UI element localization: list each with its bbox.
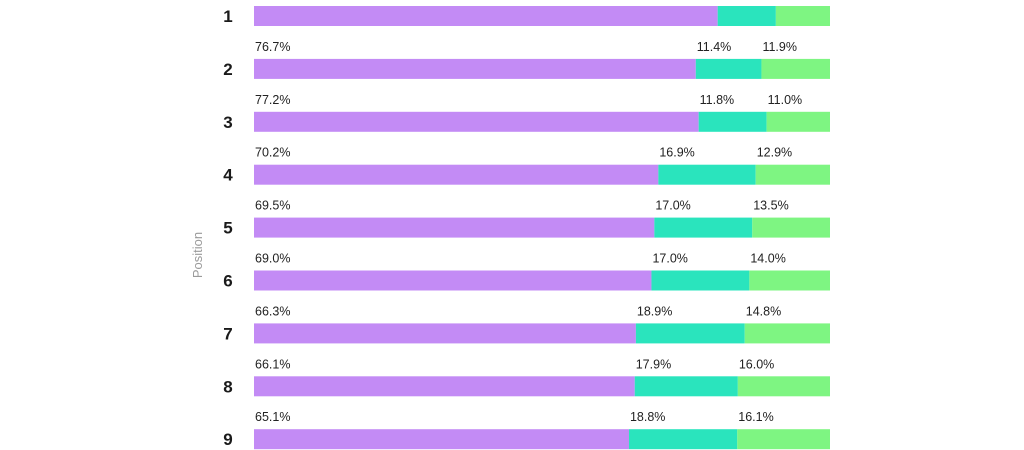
chart-rows: 1 2 76.7% 11.4% 11.9% 3 77.2% 11.8% 11.0% 4 70.2% 1… xyxy=(223,6,830,450)
chart-row-6: 6 69.0% 17.0% 14.0% xyxy=(223,252,830,291)
data-label: 69.5% xyxy=(255,199,290,213)
data-label: 69.0% xyxy=(255,252,290,266)
bar-segment-1 xyxy=(254,164,659,185)
bar-segment-1 xyxy=(254,58,696,79)
data-label: 13.5% xyxy=(753,199,788,213)
category-label: 8 xyxy=(223,377,232,396)
chart-row-7: 7 66.3% 18.9% 14.8% xyxy=(223,304,830,344)
bar-segment-2 xyxy=(635,323,745,344)
chart-row-1: 1 xyxy=(223,6,830,26)
data-label: 16.9% xyxy=(659,146,694,160)
data-label: 66.1% xyxy=(255,357,290,371)
bar-segment-1 xyxy=(254,6,718,26)
bar-segment-2 xyxy=(658,164,756,185)
data-label: 66.3% xyxy=(255,304,290,318)
category-label: 5 xyxy=(223,219,232,238)
bar-segment-1 xyxy=(254,376,635,397)
data-label: 11.8% xyxy=(700,93,735,107)
bar-segment-1 xyxy=(254,270,652,291)
chart-row-2: 2 76.7% 11.4% 11.9% xyxy=(223,40,830,79)
bar-segment-2 xyxy=(628,429,738,450)
bar-segment-3 xyxy=(761,58,830,79)
chart-row-9: 9 65.1% 18.8% 16.1% xyxy=(223,410,830,450)
category-label: 9 xyxy=(223,430,232,449)
bar-segment-2 xyxy=(717,6,776,26)
bar-segment-1 xyxy=(254,111,699,132)
category-label: 4 xyxy=(223,166,233,185)
bar-segment-3 xyxy=(755,164,830,185)
data-label: 16.0% xyxy=(739,357,774,371)
data-label: 18.9% xyxy=(637,304,672,318)
data-label: 11.9% xyxy=(762,40,797,54)
bar-segment-2 xyxy=(654,217,753,238)
chart-row-4: 4 70.2% 16.9% 12.9% xyxy=(223,146,830,185)
y-axis-label: Position xyxy=(190,232,205,278)
category-label: 3 xyxy=(223,113,232,132)
category-label: 2 xyxy=(223,60,232,79)
data-label: 11.0% xyxy=(768,93,803,107)
data-label: 12.9% xyxy=(757,146,792,160)
data-label: 11.4% xyxy=(697,40,732,54)
data-label: 14.8% xyxy=(746,304,781,318)
category-label: 1 xyxy=(223,7,232,26)
bar-segment-3 xyxy=(744,323,830,344)
data-label: 65.1% xyxy=(255,410,290,424)
data-label: 77.2% xyxy=(255,93,290,107)
data-label: 17.0% xyxy=(655,199,690,213)
bar-segment-1 xyxy=(254,323,636,344)
data-label: 70.2% xyxy=(255,146,290,160)
data-label: 18.8% xyxy=(630,410,665,424)
chart-row-3: 3 77.2% 11.8% 11.0% xyxy=(223,93,830,132)
bar-segment-2 xyxy=(695,58,762,79)
bar-segment-2 xyxy=(634,376,738,397)
data-label: 16.1% xyxy=(738,410,773,424)
bar-segment-3 xyxy=(752,217,830,238)
data-label: 76.7% xyxy=(255,40,290,54)
chart-row-8: 8 66.1% 17.9% 16.0% xyxy=(223,357,830,397)
bar-segment-3 xyxy=(766,111,830,132)
chart-row-5: 5 69.5% 17.0% 13.5% xyxy=(223,199,830,238)
data-label: 14.0% xyxy=(750,252,785,266)
bar-segment-3 xyxy=(775,6,830,26)
bar-segment-3 xyxy=(749,270,830,291)
bar-segment-2 xyxy=(698,111,767,132)
bar-segment-3 xyxy=(737,429,830,450)
bar-segment-1 xyxy=(254,217,655,238)
bar-segment-2 xyxy=(651,270,750,291)
data-label: 17.0% xyxy=(652,252,687,266)
category-label: 6 xyxy=(223,272,232,291)
data-label: 17.9% xyxy=(636,357,671,371)
category-label: 7 xyxy=(223,324,232,343)
bar-segment-3 xyxy=(737,376,830,397)
bar-segment-1 xyxy=(254,429,629,450)
